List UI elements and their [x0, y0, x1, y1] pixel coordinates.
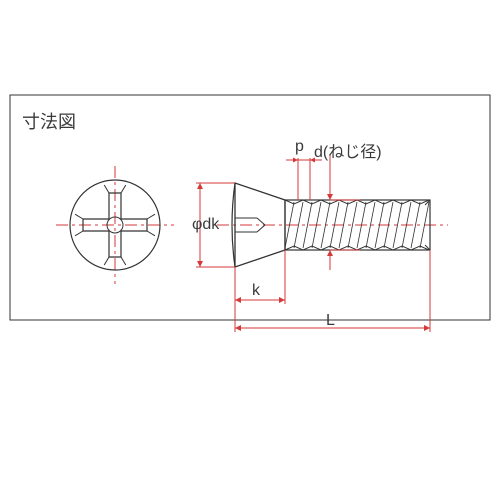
diagram-title: 寸法図 — [22, 108, 76, 134]
label-k: k — [252, 282, 260, 300]
label-L: L — [326, 312, 335, 330]
label-p: p — [295, 138, 304, 156]
label-phi-dk: φdk — [192, 216, 219, 234]
diagram-svg — [0, 0, 500, 500]
label-d: d(ねじ径) — [314, 138, 382, 162]
diagram-page: 寸法図 φdk k p d(ねじ径) L — [0, 0, 500, 500]
